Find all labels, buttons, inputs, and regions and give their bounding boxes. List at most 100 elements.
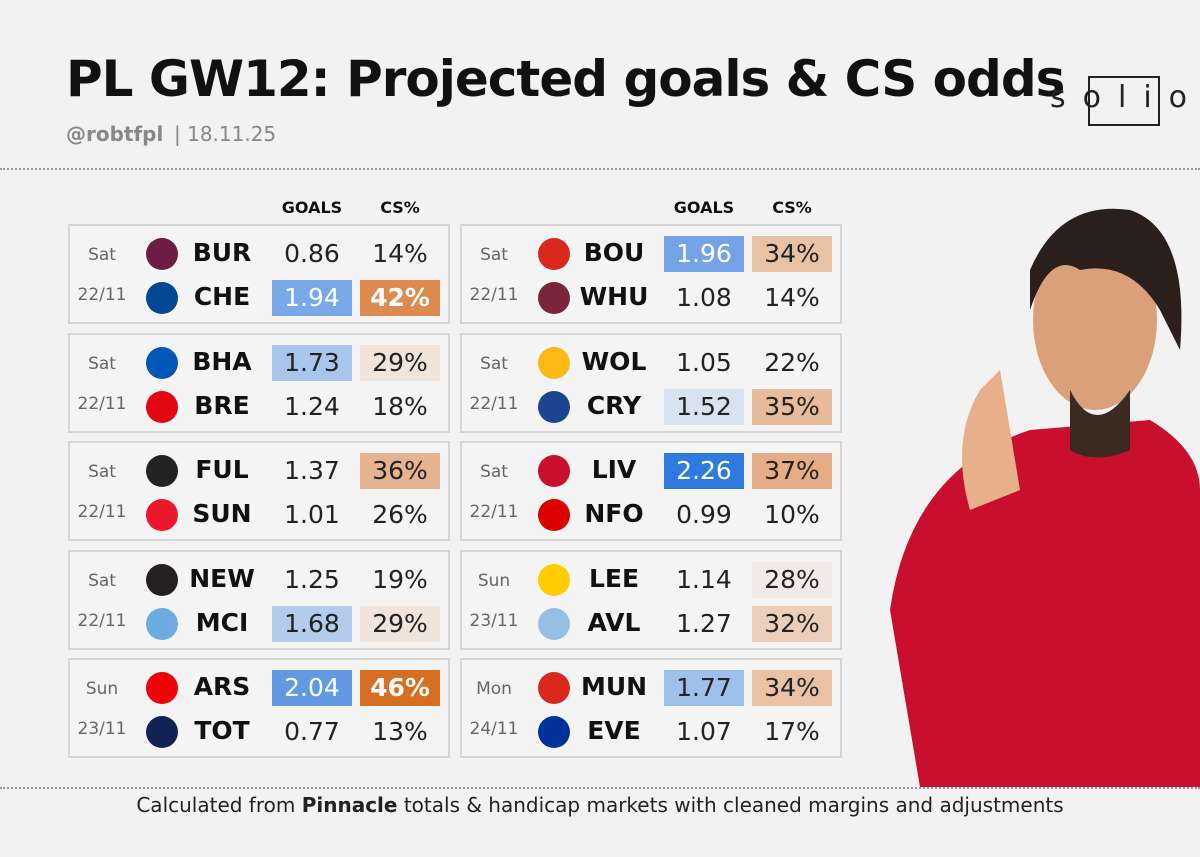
cs-cell: 10% bbox=[764, 500, 820, 529]
match-date: 23/11 bbox=[77, 719, 127, 739]
team-name: NFO bbox=[584, 499, 644, 528]
team-badge bbox=[538, 238, 570, 270]
team-badge bbox=[538, 455, 570, 487]
cs-cell: 37% bbox=[752, 453, 832, 489]
team-badge bbox=[538, 346, 570, 379]
goals-cell: 1.24 bbox=[284, 391, 340, 421]
goals-cell: 1.96 bbox=[664, 236, 744, 272]
team-name: CHE bbox=[193, 282, 251, 311]
team-badge bbox=[538, 716, 570, 748]
footer-source: Pinnacle bbox=[301, 793, 398, 817]
team-badge bbox=[146, 499, 178, 531]
cs-cell: 32% bbox=[752, 605, 832, 642]
handle: @robtfpl bbox=[66, 122, 164, 146]
team-badge bbox=[538, 390, 570, 423]
team-name: NEW bbox=[189, 563, 255, 593]
match-box bbox=[68, 549, 450, 650]
column-header: GOALS bbox=[281, 198, 343, 217]
team-name: FUL bbox=[195, 455, 249, 484]
cs-cell: 29% bbox=[360, 605, 440, 642]
team-badge bbox=[146, 238, 178, 270]
divider bbox=[0, 787, 1200, 789]
match-date: 22/11 bbox=[77, 502, 127, 522]
goals-cell: 0.86 bbox=[284, 239, 340, 268]
match-day: Sat bbox=[480, 353, 508, 374]
team-name: WOL bbox=[581, 346, 647, 376]
team-name: EVE bbox=[587, 716, 641, 745]
column-header: GOALS bbox=[673, 198, 735, 217]
match-box bbox=[460, 332, 842, 433]
match-date: 22/11 bbox=[77, 610, 127, 631]
team-badge bbox=[146, 455, 178, 487]
team-name: BUR bbox=[192, 238, 252, 267]
team-name: AVL bbox=[587, 607, 641, 637]
match-box bbox=[460, 549, 842, 650]
cs-cell: 22% bbox=[764, 347, 820, 377]
title: PL GW12: Projected goals & CS odds bbox=[66, 50, 1065, 108]
goals-cell: 2.26 bbox=[664, 453, 744, 489]
team-badge bbox=[146, 716, 178, 748]
team-badge bbox=[146, 346, 178, 379]
match-day: Sat bbox=[88, 245, 116, 265]
goals-cell: 1.27 bbox=[676, 608, 732, 638]
cs-cell: 42% bbox=[360, 280, 440, 316]
team-name: BOU bbox=[583, 238, 645, 267]
team-badge bbox=[538, 563, 570, 596]
cs-cell: 46% bbox=[360, 670, 440, 706]
cs-cell: 34% bbox=[752, 670, 832, 706]
team-badge bbox=[146, 390, 178, 423]
footer-text: Calculated from bbox=[136, 793, 296, 817]
footer-text: totals & handicap markets with cleaned m… bbox=[403, 793, 1064, 817]
match-day: Sat bbox=[480, 462, 508, 482]
goals-cell: 1.68 bbox=[272, 605, 352, 642]
match-date: 22/11 bbox=[77, 285, 127, 305]
team-badge bbox=[146, 672, 178, 704]
match-box bbox=[460, 224, 842, 324]
team-name: SUN bbox=[192, 499, 252, 528]
goals-cell: 1.08 bbox=[676, 283, 732, 312]
date: | 18.11.25 bbox=[174, 122, 277, 146]
match-date: 22/11 bbox=[469, 393, 519, 414]
footer: Calculated from Pinnacle totals & handic… bbox=[0, 793, 1200, 817]
cs-cell: 36% bbox=[360, 453, 440, 489]
goals-cell: 1.73 bbox=[272, 344, 352, 381]
match-day: Sun bbox=[477, 570, 511, 591]
cs-cell: 17% bbox=[764, 717, 820, 746]
goals-cell: 1.52 bbox=[664, 388, 744, 425]
goals-cell: 1.94 bbox=[272, 280, 352, 316]
match-date: 22/11 bbox=[469, 285, 519, 305]
match-date: 22/11 bbox=[77, 393, 127, 414]
logo-frame bbox=[1088, 76, 1160, 126]
cs-cell: 26% bbox=[372, 500, 428, 529]
goals-cell: 1.07 bbox=[676, 717, 732, 746]
goals-cell: 1.14 bbox=[676, 564, 732, 594]
team-name: MCI bbox=[195, 607, 249, 637]
column-header: CS% bbox=[380, 198, 420, 217]
goals-cell: 1.77 bbox=[664, 670, 744, 706]
team-badge bbox=[146, 607, 178, 640]
goals-cell: 1.25 bbox=[284, 564, 340, 594]
team-name: TOT bbox=[194, 716, 250, 745]
team-badge bbox=[538, 499, 570, 531]
cs-cell: 28% bbox=[752, 561, 832, 598]
goals-cell: 0.77 bbox=[284, 717, 340, 746]
match-day: Sat bbox=[88, 353, 116, 374]
match-day: Sun bbox=[85, 679, 119, 699]
goals-cell: 1.05 bbox=[676, 347, 732, 377]
team-name: LEE bbox=[588, 563, 640, 593]
team-name: BRE bbox=[194, 390, 250, 420]
team-name: BHA bbox=[192, 346, 252, 376]
match-box bbox=[68, 332, 450, 433]
team-badge bbox=[146, 282, 178, 314]
match-day: Mon bbox=[476, 679, 512, 699]
match-day: Sat bbox=[480, 245, 508, 265]
cs-cell: 14% bbox=[764, 283, 820, 312]
match-day: Sat bbox=[88, 462, 116, 482]
goals-cell: 0.99 bbox=[676, 500, 732, 529]
team-name: WHU bbox=[579, 282, 649, 311]
cs-cell: 29% bbox=[360, 344, 440, 381]
match-box bbox=[68, 441, 450, 541]
goals-cell: 2.04 bbox=[272, 670, 352, 706]
cs-cell: 14% bbox=[372, 239, 428, 268]
